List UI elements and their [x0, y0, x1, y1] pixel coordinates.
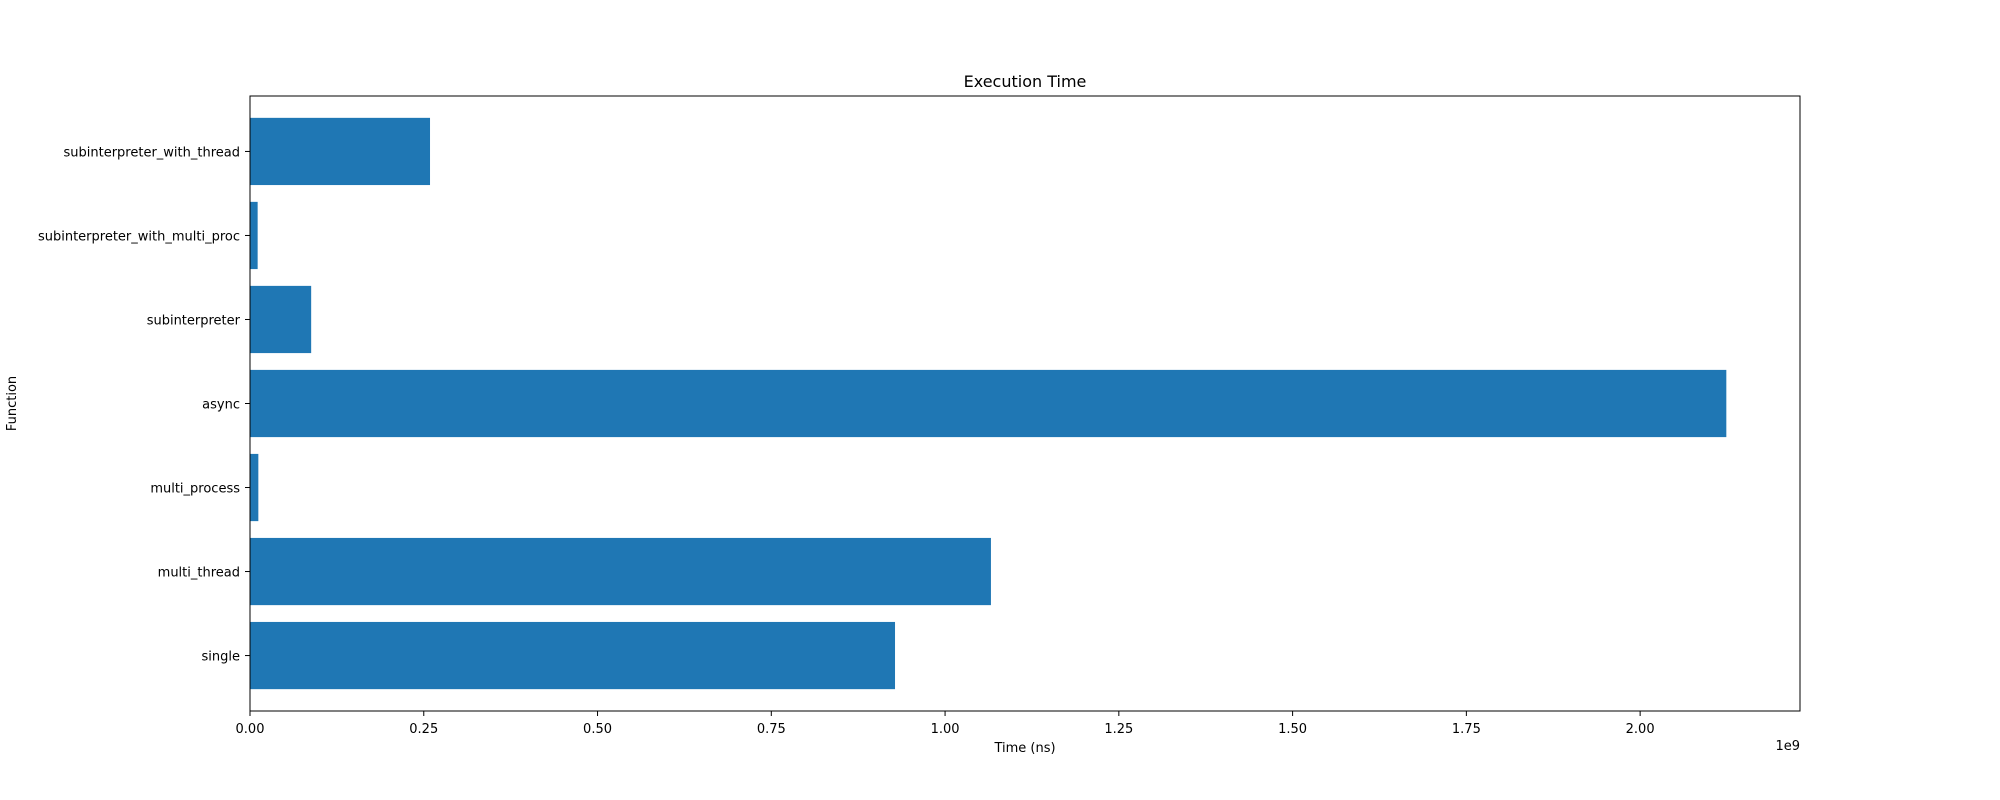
- y-tick-label-subinterpreter_with_thread: subinterpreter_with_thread: [64, 145, 241, 160]
- y-tick-label-async: async: [202, 398, 240, 413]
- bar-subinterpreter: [250, 285, 312, 354]
- x-tick-label: 0.50: [583, 722, 612, 737]
- y-tick-label-single: single: [202, 650, 241, 665]
- y-tick-label-subinterpreter_with_multi_proc: subinterpreter_with_multi_proc: [38, 229, 240, 244]
- x-tick-label: 1.50: [1278, 722, 1307, 737]
- bar-multi_thread: [250, 537, 991, 606]
- y-axis: single multi_thread multi_process async subi…: [38, 145, 250, 665]
- chart-title: Execution Time: [964, 72, 1087, 91]
- x-axis-offset-label: 1e9: [1775, 739, 1800, 754]
- bar-single: [250, 621, 896, 690]
- bars-group: [250, 117, 1727, 690]
- bar-subinterpreter_with_thread: [250, 117, 431, 186]
- x-tick-label: 1.25: [1104, 722, 1133, 737]
- x-tick-label: 2.00: [1626, 722, 1655, 737]
- x-axis-label: Time (ns): [993, 741, 1055, 756]
- bar-subinterpreter_with_multi_proc: [250, 201, 258, 270]
- x-tick-label: 0.00: [236, 722, 265, 737]
- x-axis: 0.00 0.25 0.50 0.75 1.00 1.25 1.50 1.75 2.00: [236, 711, 1655, 737]
- x-tick-label: 0.25: [409, 722, 438, 737]
- bar-async: [250, 369, 1727, 438]
- x-tick-label: 1.00: [931, 722, 960, 737]
- bar-multi_process: [250, 453, 259, 522]
- y-axis-label: Function: [5, 376, 20, 431]
- x-tick-label: 1.75: [1452, 722, 1481, 737]
- y-tick-label-multi_thread: multi_thread: [158, 566, 240, 581]
- x-tick-label: 0.75: [757, 722, 786, 737]
- plot-frame: [249, 95, 1801, 712]
- y-tick-label-subinterpreter: subinterpreter: [147, 313, 241, 328]
- y-tick-label-multi_process: multi_process: [150, 482, 240, 497]
